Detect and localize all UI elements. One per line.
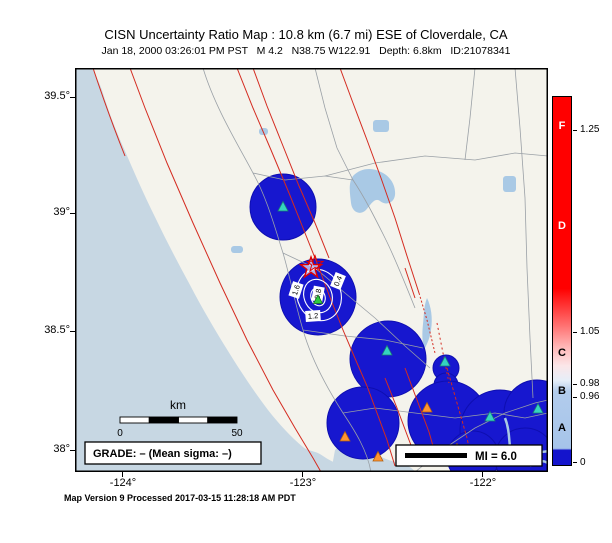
page-title: CISN Uncertainty Ratio Map : 10.8 km (6.… <box>104 27 508 42</box>
scale-start: 0 <box>117 428 123 439</box>
contour-labels: 1.6 0.8 0.4 1.2 <box>288 271 346 323</box>
lon-label-123: -123° <box>289 477 317 489</box>
lat-label-38-5: 38.5° <box>44 324 70 336</box>
colorbar-tick-label: 1.25 <box>580 124 600 135</box>
lon-label-122: -122° <box>469 477 497 489</box>
roads <box>202 68 548 472</box>
colorbar-tick-label: 0 <box>580 457 586 468</box>
stations <box>277 200 544 464</box>
mi-box: MI = 6.0 <box>395 444 543 467</box>
lat-tick <box>70 213 75 214</box>
contour-label-0-8: 0.8 <box>313 288 324 300</box>
colorbar-tick-label: 1.05 <box>580 326 600 337</box>
lon-label-124: -124° <box>109 477 137 489</box>
lat-tick <box>70 97 75 98</box>
lat-label-39-5: 39.5° <box>44 90 70 102</box>
station-triangle-orange <box>421 401 433 413</box>
colorbar-tick <box>573 332 577 333</box>
map-canvas: 1.6 0.8 0.4 1.2 <box>75 68 548 472</box>
colorbar: F D C B A <box>552 96 572 466</box>
contour-label-1-2: 1.2 <box>307 311 318 321</box>
uncertainty-circle <box>326 386 400 460</box>
event-subtitle: Jan 18, 2000 03:26:01 PM PST M 4.2 N38.7… <box>101 45 511 57</box>
map-frame <box>75 68 548 472</box>
lakes <box>231 120 516 348</box>
scale-bar: km 0 50 <box>117 398 243 439</box>
grade-d: D <box>558 220 566 232</box>
scale-unit: km <box>170 398 186 412</box>
lat-tick <box>70 450 75 451</box>
grade-a: A <box>558 422 566 434</box>
contour-label-0-4: 0.4 <box>332 274 344 287</box>
station-triangle-cyan <box>484 410 496 422</box>
colorbar-tick <box>573 384 577 385</box>
colorbar-tick <box>573 397 577 398</box>
mi-text: MI = 6.0 <box>475 451 517 463</box>
colorbar-tick <box>573 462 577 463</box>
station-triangle-cyan <box>532 402 544 414</box>
grade-b: B <box>558 385 566 397</box>
lon-tick <box>302 472 303 477</box>
contour-label-1-6: 1.6 <box>290 284 302 297</box>
lat-label-39: 39° <box>53 206 70 218</box>
epicenter-star <box>298 253 325 279</box>
station-triangle-cyan <box>277 200 289 212</box>
scale-end: 50 <box>231 428 243 439</box>
lon-tick <box>482 472 483 477</box>
version-caption: Map Version 9 Processed 2017-03-15 11:28… <box>64 493 296 503</box>
grade-f: F <box>558 120 566 132</box>
lon-tick <box>122 472 123 477</box>
station-triangle-orange <box>372 450 384 462</box>
grade-text: GRADE: – (Mean sigma: –) <box>93 448 232 460</box>
colorbar-tick-label: 0.96 <box>580 391 600 402</box>
station-triangle-cyan <box>381 344 393 356</box>
station-triangle-cyan <box>439 355 451 367</box>
lat-tick <box>70 331 75 332</box>
fault-lines <box>92 68 474 472</box>
grade-box: GRADE: – (Mean sigma: –) <box>84 441 262 465</box>
station-triangle-green <box>312 294 324 304</box>
colorbar-tick <box>573 130 577 131</box>
lat-label-38: 38° <box>53 443 70 455</box>
colorbar-tick-label: 0.98 <box>580 378 600 389</box>
station-triangle-orange <box>339 430 351 442</box>
grade-c: C <box>558 347 566 359</box>
